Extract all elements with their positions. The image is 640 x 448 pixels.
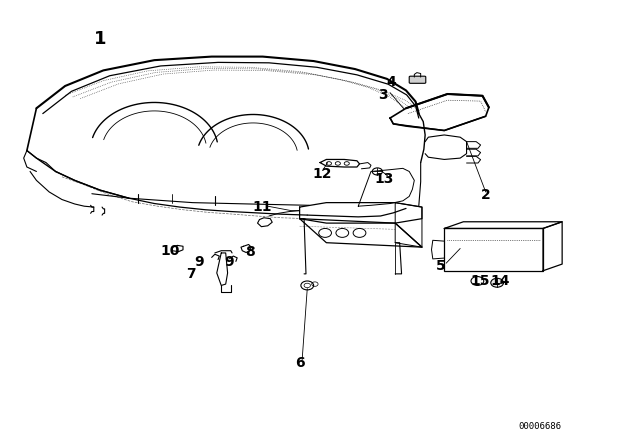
- Text: 12: 12: [313, 167, 332, 181]
- Text: 11: 11: [253, 200, 273, 214]
- Text: 5: 5: [436, 259, 446, 273]
- Text: 4: 4: [387, 74, 396, 89]
- Text: 8: 8: [245, 245, 255, 258]
- Bar: [444, 228, 543, 271]
- Text: 1: 1: [94, 30, 106, 48]
- Text: 00006686: 00006686: [518, 422, 561, 431]
- Circle shape: [491, 278, 504, 287]
- Text: 9: 9: [225, 255, 234, 269]
- Text: 9: 9: [194, 255, 204, 269]
- Text: 3: 3: [378, 88, 387, 102]
- Text: 13: 13: [374, 172, 394, 185]
- FancyBboxPatch shape: [409, 76, 426, 83]
- Text: 15: 15: [471, 274, 490, 288]
- Text: 2: 2: [481, 188, 490, 202]
- Text: 6: 6: [295, 356, 305, 370]
- Text: 10: 10: [161, 244, 180, 258]
- Text: 14: 14: [490, 274, 509, 288]
- Text: 7: 7: [186, 267, 196, 281]
